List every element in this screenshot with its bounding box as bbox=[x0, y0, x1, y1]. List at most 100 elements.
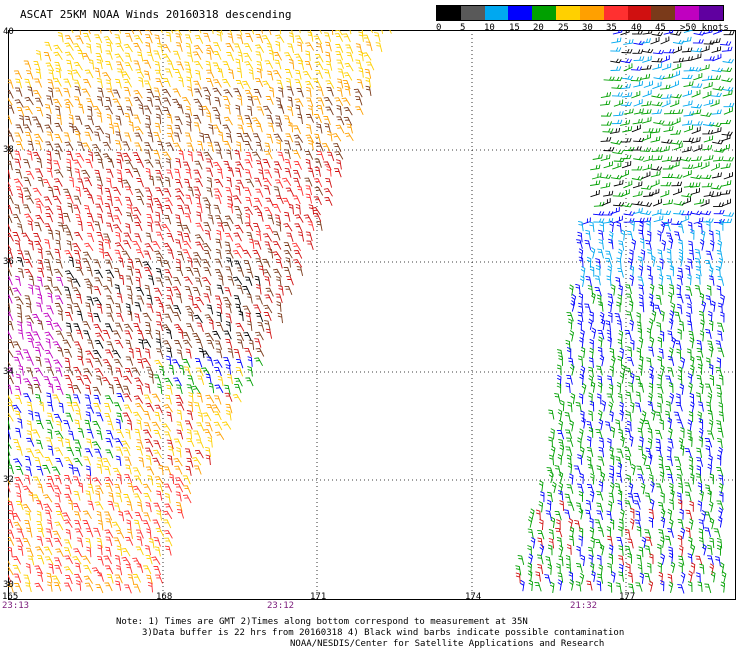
wind-barb bbox=[685, 527, 691, 538]
wind-barb bbox=[192, 287, 201, 297]
wind-barb bbox=[255, 230, 262, 242]
wind-barb bbox=[194, 465, 202, 475]
wind-barb bbox=[577, 355, 583, 367]
wind-barb bbox=[154, 221, 163, 231]
wind-barb bbox=[75, 259, 82, 270]
wind-barb bbox=[186, 142, 195, 152]
wind-barb bbox=[97, 87, 104, 98]
wind-barb bbox=[205, 60, 212, 72]
wind-barb bbox=[184, 34, 193, 44]
wind-barb bbox=[680, 527, 686, 540]
wind-barb bbox=[8, 583, 14, 593]
wind-barb bbox=[204, 314, 214, 323]
wind-barb bbox=[174, 116, 183, 126]
wind-barb bbox=[71, 69, 82, 78]
wind-barb bbox=[227, 167, 235, 177]
wind-barb bbox=[114, 438, 124, 447]
wind-barb bbox=[264, 169, 273, 179]
wind-barb bbox=[192, 51, 202, 60]
wind-barb bbox=[16, 492, 23, 503]
wind-barb bbox=[43, 312, 53, 322]
wind-barb bbox=[314, 133, 321, 144]
wind-barb bbox=[207, 214, 214, 225]
wind-barb bbox=[272, 241, 282, 250]
wind-barb bbox=[294, 53, 304, 63]
wind-barb bbox=[255, 141, 263, 152]
wind-barb bbox=[94, 131, 101, 142]
wind-barb bbox=[656, 384, 664, 394]
wind-barb bbox=[622, 126, 633, 133]
wind-barb bbox=[187, 86, 194, 97]
wind-barb bbox=[235, 167, 242, 178]
wind-barb bbox=[254, 197, 263, 207]
wind-barb bbox=[225, 403, 233, 414]
wind-barb bbox=[146, 213, 154, 224]
wind-barb bbox=[700, 161, 710, 170]
wind-barb bbox=[264, 276, 271, 287]
wind-barb bbox=[106, 295, 115, 305]
wind-barb bbox=[234, 224, 244, 234]
wind-barb bbox=[138, 456, 145, 468]
wind-barb bbox=[167, 454, 173, 466]
wind-barb bbox=[43, 546, 53, 556]
wind-barb bbox=[283, 242, 292, 252]
wind-barb bbox=[609, 465, 614, 477]
wind-barb bbox=[665, 400, 671, 412]
wind-barb bbox=[669, 489, 675, 501]
wind-barb bbox=[685, 286, 693, 297]
wind-barb bbox=[547, 563, 552, 575]
wind-barb bbox=[161, 223, 171, 233]
wind-barb bbox=[23, 187, 32, 197]
wind-barb bbox=[686, 348, 692, 360]
wind-barb bbox=[236, 179, 245, 189]
wind-barb bbox=[677, 366, 683, 378]
wind-barb bbox=[610, 571, 616, 583]
wind-barb bbox=[15, 410, 22, 421]
wind-barb bbox=[74, 130, 81, 142]
wind-barb bbox=[45, 338, 51, 349]
wind-barb bbox=[8, 204, 13, 215]
wind-barb bbox=[303, 214, 313, 224]
wind-barb bbox=[52, 341, 62, 350]
wind-barb bbox=[621, 92, 633, 98]
wind-barb bbox=[92, 144, 101, 153]
wind-barb bbox=[688, 249, 695, 261]
wind-barb bbox=[145, 34, 153, 44]
wind-barb bbox=[273, 268, 282, 278]
wind-barb bbox=[358, 50, 364, 62]
wind-barb bbox=[640, 147, 652, 152]
wind-barb bbox=[66, 303, 73, 315]
wind-barb bbox=[64, 475, 72, 485]
wind-barb bbox=[569, 420, 574, 432]
wind-barb bbox=[134, 475, 143, 485]
wind-barb bbox=[266, 133, 274, 144]
wind-barb bbox=[146, 303, 154, 314]
wind-barb bbox=[148, 373, 154, 384]
wind-barb bbox=[577, 454, 583, 465]
wind-barb bbox=[178, 364, 185, 376]
wind-barb bbox=[633, 56, 645, 61]
wind-barb bbox=[73, 195, 82, 205]
wind-barb bbox=[8, 132, 15, 142]
wind-barb bbox=[115, 242, 125, 251]
wind-barb bbox=[282, 177, 292, 187]
wind-barb bbox=[558, 555, 564, 567]
wind-barb bbox=[15, 466, 24, 475]
wind-barb bbox=[12, 214, 21, 223]
wind-barb bbox=[720, 144, 730, 152]
wind-barb bbox=[720, 581, 726, 593]
wind-barb bbox=[127, 310, 133, 322]
wind-barb bbox=[145, 330, 153, 340]
wind-barb bbox=[114, 574, 123, 584]
wind-barb bbox=[156, 483, 164, 493]
wind-barb bbox=[263, 185, 271, 195]
wind-barb bbox=[45, 437, 53, 447]
wind-barb bbox=[87, 339, 94, 350]
wind-barb bbox=[16, 321, 23, 332]
wind-barb bbox=[334, 97, 344, 106]
wind-barb bbox=[302, 71, 312, 80]
wind-barb bbox=[255, 258, 264, 268]
wind-barb bbox=[324, 197, 333, 206]
wind-barb bbox=[715, 229, 721, 241]
wind-barb bbox=[579, 572, 585, 585]
